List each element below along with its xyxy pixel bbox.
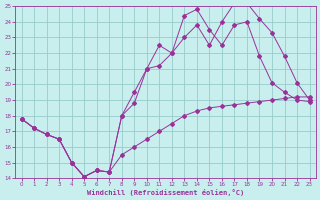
X-axis label: Windchill (Refroidissement éolien,°C): Windchill (Refroidissement éolien,°C) bbox=[87, 189, 244, 196]
